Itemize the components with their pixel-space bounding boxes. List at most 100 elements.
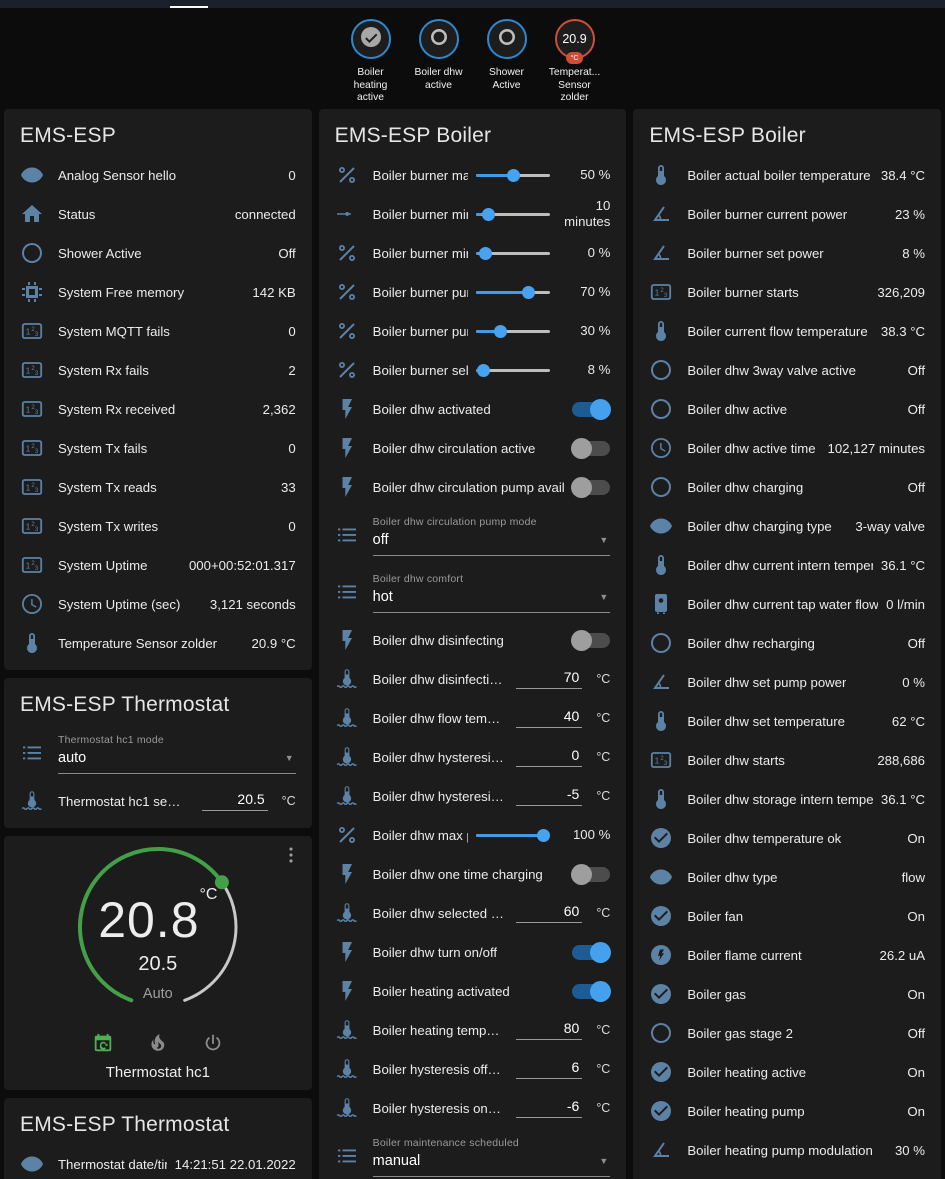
select-boiler-dhw-circulation-pump-mode[interactable]: Boiler dhw circulation pump mode off ▼ xyxy=(372,516,611,557)
slider-boiler-burner-pump[interactable] xyxy=(476,324,551,338)
badge-shower-active[interactable]: Shower Active xyxy=(478,19,536,92)
slider-boiler-burner-selecte[interactable] xyxy=(476,363,551,377)
svg-text:2: 2 xyxy=(31,366,35,372)
row-boiler-current-flow-temperature[interactable]: Boiler current flow temperature 38.3 °C xyxy=(649,312,925,351)
slider-thumb[interactable] xyxy=(506,168,520,182)
svg-text:3: 3 xyxy=(664,761,668,767)
toggle-knob[interactable] xyxy=(590,980,612,1002)
toggle-boiler-dhw-turn-on-off[interactable] xyxy=(572,941,612,963)
row-boiler-heating-pump[interactable]: Boiler heating pump On xyxy=(649,1092,925,1131)
toggle-boiler-dhw-one-time-charging[interactable] xyxy=(571,863,611,885)
row-system-tx-fails[interactable]: 1 2 3 System Tx fails 0 xyxy=(20,429,296,468)
slider-thumb[interactable] xyxy=(478,246,492,260)
select-boiler-dhw-comfort[interactable]: Boiler dhw comfort hot ▼ xyxy=(372,573,611,614)
row-boiler-dhw-recharging[interactable]: Boiler dhw recharging Off xyxy=(649,624,925,663)
slider-boiler-burner-pump[interactable] xyxy=(476,285,551,299)
badge-circle[interactable] xyxy=(486,19,527,59)
row-system-tx-reads[interactable]: 1 2 3 System Tx reads 33 xyxy=(20,468,296,507)
row-thermostat-date-time[interactable]: Thermostat date/time 14:21:51 22.01.2022 xyxy=(20,1145,296,1179)
row-system-uptime[interactable]: 1 2 3 System Uptime 000+00:52:01.317 xyxy=(20,546,296,585)
slider-thumb[interactable] xyxy=(521,285,535,299)
toggle-knob[interactable] xyxy=(590,398,612,420)
slider-thumb[interactable] xyxy=(482,207,496,221)
row-system-uptime-sec[interactable]: System Uptime (sec) 3,121 seconds xyxy=(20,585,296,624)
row-label: Boiler burner starts xyxy=(687,284,799,300)
row-boiler-burner-min-po: Boiler burner min po… 0 % xyxy=(335,234,610,273)
row-boiler-fan[interactable]: Boiler fan On xyxy=(649,897,925,936)
badge-boiler-dhw-active[interactable]: Boiler dhw active xyxy=(410,19,468,92)
toggle-knob[interactable] xyxy=(590,941,612,963)
fire-icon[interactable] xyxy=(147,1032,169,1054)
toggle-boiler-dhw-circulation-active[interactable] xyxy=(571,437,611,459)
active-tab-indicator[interactable] xyxy=(170,6,208,8)
row-boiler-dhw-active-time[interactable]: Boiler dhw active time 102,127 minutes xyxy=(649,429,925,468)
row-boiler-dhw-current-tap-water-flow[interactable]: Boiler dhw current tap water flow 0 l/min xyxy=(649,585,925,624)
row-boiler-gas[interactable]: Boiler gas On xyxy=(649,975,925,1014)
row-boiler-dhw-set-pump-power[interactable]: Boiler dhw set pump power 0 % xyxy=(649,663,925,702)
row-thermostat-hc1-mode: Thermostat hc1 mode auto ▼ xyxy=(20,725,296,782)
toggle-knob[interactable] xyxy=(571,629,593,651)
row-boiler-burner-set-power[interactable]: Boiler burner set power 8 % xyxy=(649,234,925,273)
row-system-rx-received[interactable]: 1 2 3 System Rx received 2,362 xyxy=(20,390,296,429)
row-system-mqtt-fails[interactable]: 1 2 3 System MQTT fails 0 xyxy=(20,312,296,351)
toggle-boiler-heating-activated[interactable] xyxy=(572,980,612,1002)
row-shower-active[interactable]: Shower Active Off xyxy=(20,234,296,273)
toggle-knob[interactable] xyxy=(571,476,593,498)
badge-circle[interactable] xyxy=(418,19,459,59)
row-boiler-flame-current[interactable]: Boiler flame current 26.2 uA xyxy=(649,936,925,975)
thermostat-dial[interactable] xyxy=(63,842,253,1017)
badge-circle[interactable] xyxy=(350,19,391,59)
toggle-boiler-dhw-activated[interactable] xyxy=(572,398,612,420)
row-label: Boiler dhw active xyxy=(687,401,788,417)
row-boiler-burner-current-power[interactable]: Boiler burner current power 23 % xyxy=(649,195,925,234)
card-ems-esp-boiler-2-0: EMS-ESP Boiler Boiler actual boiler tempe… xyxy=(633,108,942,1179)
row-label: Shower Active xyxy=(58,245,142,261)
power-icon[interactable] xyxy=(202,1032,224,1054)
badge-unit: °C xyxy=(565,52,584,64)
toggle-boiler-dhw-circulation-pump-available[interactable] xyxy=(571,476,611,498)
row-boiler-actual-boiler-temperature[interactable]: Boiler actual boiler temperature 38.4 °C xyxy=(649,156,925,195)
row-boiler-dhw-type[interactable]: Boiler dhw type flow xyxy=(649,858,925,897)
row-boiler-dhw-charging[interactable]: Boiler dhw charging Off xyxy=(649,468,925,507)
row-boiler-dhw-set-temperature[interactable]: Boiler dhw set temperature 62 °C xyxy=(649,702,925,741)
row-system-tx-writes[interactable]: 1 2 3 System Tx writes 0 xyxy=(20,507,296,546)
row-boiler-ignition[interactable]: Boiler ignitionOff xyxy=(649,1170,925,1179)
row-temperature-sensor-zolder[interactable]: Temperature Sensor zolder 20.9 °C xyxy=(20,624,296,663)
row-boiler-dhw-charging-type[interactable]: Boiler dhw charging type 3-way valve xyxy=(649,507,925,546)
row-boiler-dhw-active[interactable]: Boiler dhw active Off xyxy=(649,390,925,429)
row-boiler-heating-pump-modulation[interactable]: Boiler heating pump modulation 30 % xyxy=(649,1131,925,1170)
select-thermostat-hc1-mode[interactable]: Thermostat hc1 mode auto ▼ xyxy=(58,734,296,775)
toggle-knob[interactable] xyxy=(571,437,593,459)
number-unit: °C xyxy=(596,711,611,726)
slider-boiler-burner-max-po[interactable] xyxy=(476,168,551,182)
row-boiler-dhw-starts[interactable]: 1 2 3 Boiler dhw starts 288,686 xyxy=(649,741,925,780)
row-boiler-heating-active[interactable]: Boiler heating active On xyxy=(649,1053,925,1092)
slider-thumb[interactable] xyxy=(494,324,508,338)
calendar-icon[interactable] xyxy=(92,1032,114,1054)
slider-boiler-dhw-max-power[interactable] xyxy=(476,828,551,842)
slider-thumb[interactable] xyxy=(477,363,491,377)
row-system-rx-fails[interactable]: 1 2 3 System Rx fails 2 xyxy=(20,351,296,390)
row-boiler-dhw-temperature-ok[interactable]: Boiler dhw temperature ok On xyxy=(649,819,925,858)
badge-temperat-sensor-zolder[interactable]: 20.9 °C Temperat... Sensor zolder xyxy=(546,19,604,105)
toggle-boiler-dhw-disinfecting[interactable] xyxy=(571,629,611,651)
more-options-button[interactable] xyxy=(280,844,304,868)
row-boiler-dhw-current-intern-temperature[interactable]: Boiler dhw current intern temperature 36.… xyxy=(649,546,925,585)
slider-boiler-burner-min-p[interactable] xyxy=(476,207,551,221)
row-value: 0 xyxy=(288,167,296,183)
card-title: EMS-ESP xyxy=(20,123,116,147)
badge-circle[interactable]: 20.9 °C xyxy=(554,19,595,64)
toggle-knob[interactable] xyxy=(571,863,593,885)
row-boiler-dhw-3way-valve-active[interactable]: Boiler dhw 3way valve active Off xyxy=(649,351,925,390)
row-boiler-gas-stage-2[interactable]: Boiler gas stage 2 Off xyxy=(649,1014,925,1053)
row-system-free-memory[interactable]: System Free memory 142 KB xyxy=(20,273,296,312)
row-status[interactable]: Status connected xyxy=(20,195,296,234)
row-boiler-dhw-storage-intern-temperature[interactable]: Boiler dhw storage intern temperature 36.… xyxy=(649,780,925,819)
slider-thumb[interactable] xyxy=(537,828,551,842)
row-boiler-burner-starts[interactable]: 1 2 3 Boiler burner starts 326,209 xyxy=(649,273,925,312)
select-boiler-maintenance-scheduled[interactable]: Boiler maintenance scheduled manual ▼ xyxy=(372,1137,611,1178)
slider-boiler-burner-min-po[interactable] xyxy=(476,246,551,260)
row-analog-sensor-hello[interactable]: Analog Sensor hello 0 xyxy=(20,156,296,195)
badge-boiler-heating-active[interactable]: Boiler heating active xyxy=(342,19,400,105)
